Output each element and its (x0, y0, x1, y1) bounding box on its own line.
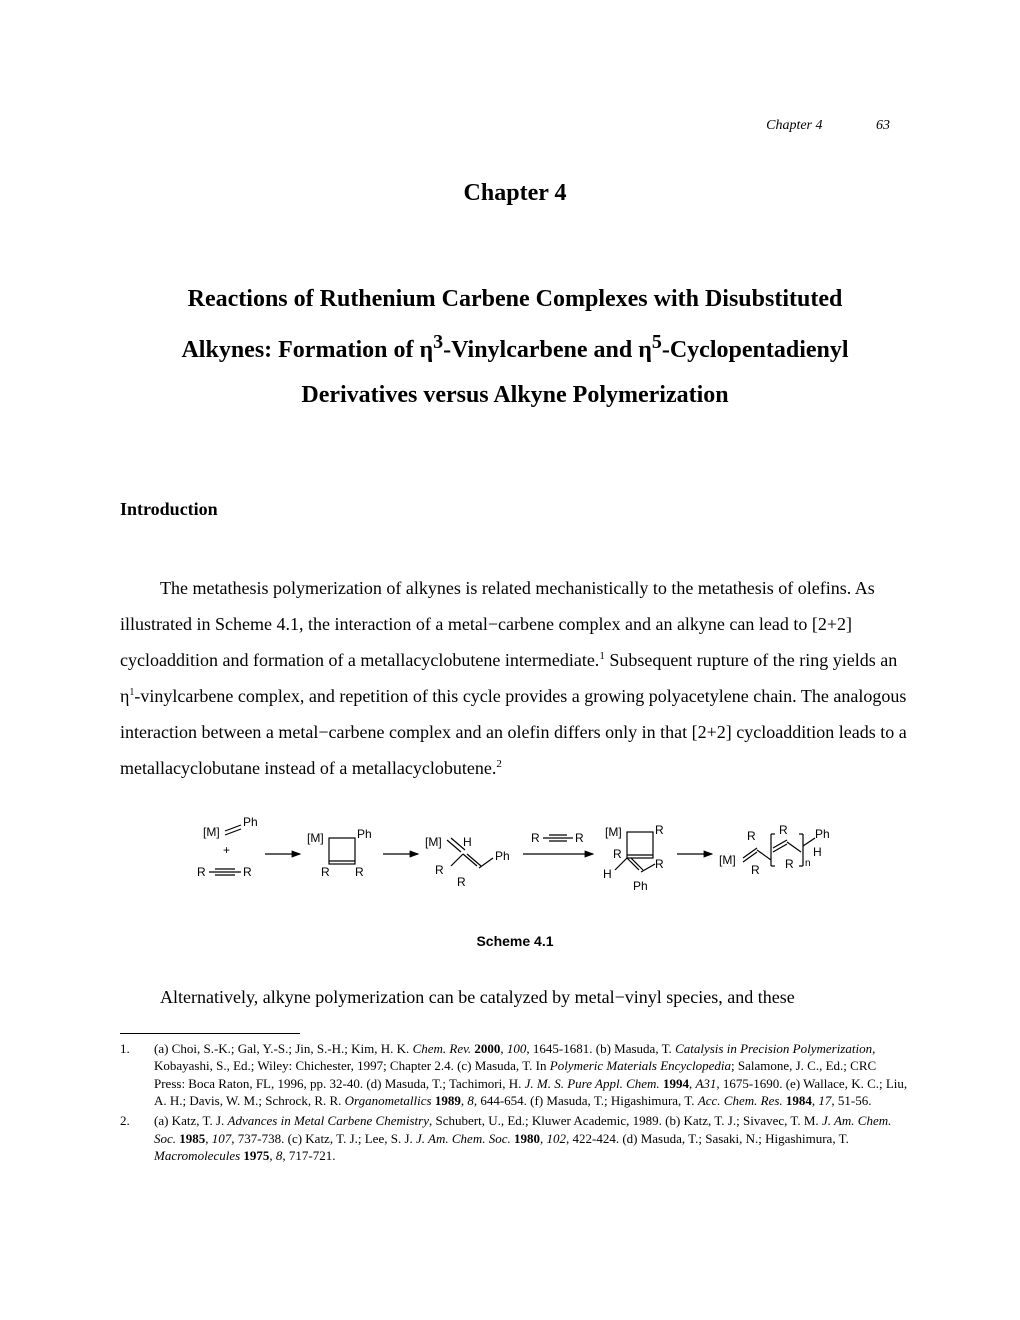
label-R: R (655, 823, 664, 837)
label-R: R (575, 831, 584, 845)
scheme-4-1-figure: [M] Ph + R R [M] Ph R R (120, 816, 910, 949)
scheme-caption: Scheme 4.1 (120, 933, 910, 949)
chapter-title: Reactions of Ruthenium Carbene Complexes… (120, 277, 910, 419)
footnote-1-text: (a) Choi, S.-K.; Gal, Y.-S.; Jin, S.-H.;… (154, 1040, 910, 1110)
footnote-number: 1. (120, 1040, 154, 1110)
footnote-2-text: (a) Katz, T. J. Advances in Metal Carben… (154, 1112, 910, 1165)
label-R: R (613, 847, 622, 861)
footnote-number: 2. (120, 1112, 154, 1165)
label-H: H (463, 835, 472, 849)
label-Ph: Ph (357, 827, 372, 841)
footnote-separator (120, 1033, 300, 1034)
header-chapter-label: Chapter 4 (766, 118, 822, 133)
paragraph-1: The metathesis polymerization of alkynes… (120, 570, 910, 786)
label-M: [M] (307, 831, 324, 845)
label-R: R (321, 865, 330, 879)
title-line-1: Reactions of Ruthenium Carbene Complexes… (120, 277, 910, 323)
label-Ph: Ph (633, 879, 648, 893)
footnotes-block: 1. (a) Choi, S.-K.; Gal, Y.-S.; Jin, S.-… (120, 1040, 910, 1165)
label-R: R (655, 857, 664, 871)
label-H: H (813, 845, 822, 859)
scheme-svg: [M] Ph + R R [M] Ph R R (195, 816, 835, 906)
label-R: R (457, 875, 466, 889)
label-R: R (435, 863, 444, 877)
label-n: n (805, 858, 811, 869)
running-header: Chapter 4 63 (766, 118, 890, 134)
label-R: R (785, 857, 794, 871)
label-M: [M] (203, 825, 220, 839)
paragraph-2: Alternatively, alkyne polymerization can… (120, 979, 910, 1015)
label-R: R (355, 865, 364, 879)
label-R: R (243, 865, 252, 879)
label-M: [M] (605, 825, 622, 839)
chapter-heading: Chapter 4 (120, 180, 910, 207)
label-R: R (779, 823, 788, 837)
title-line-2: Alkynes: Formation of η3-Vinylcarbene an… (120, 323, 910, 374)
label-M: [M] (719, 853, 736, 867)
footnote-2: 2. (a) Katz, T. J. Advances in Metal Car… (120, 1112, 910, 1165)
header-page-number: 63 (876, 118, 890, 133)
label-Ph: Ph (815, 827, 830, 841)
label-Ph: Ph (495, 849, 510, 863)
page-container: Chapter 4 63 Chapter 4 Reactions of Ruth… (0, 0, 1020, 1227)
label-R: R (531, 831, 540, 845)
label-R: R (751, 863, 760, 877)
label-M: [M] (425, 835, 442, 849)
label-H: H (603, 867, 612, 881)
label-Ph: Ph (243, 816, 258, 829)
label-plus: + (223, 843, 230, 857)
label-R: R (747, 829, 756, 843)
section-heading-introduction: Introduction (120, 499, 910, 520)
label-R: R (197, 865, 206, 879)
footnote-1: 1. (a) Choi, S.-K.; Gal, Y.-S.; Jin, S.-… (120, 1040, 910, 1110)
title-line-3: Derivatives versus Alkyne Polymerization (120, 373, 910, 419)
